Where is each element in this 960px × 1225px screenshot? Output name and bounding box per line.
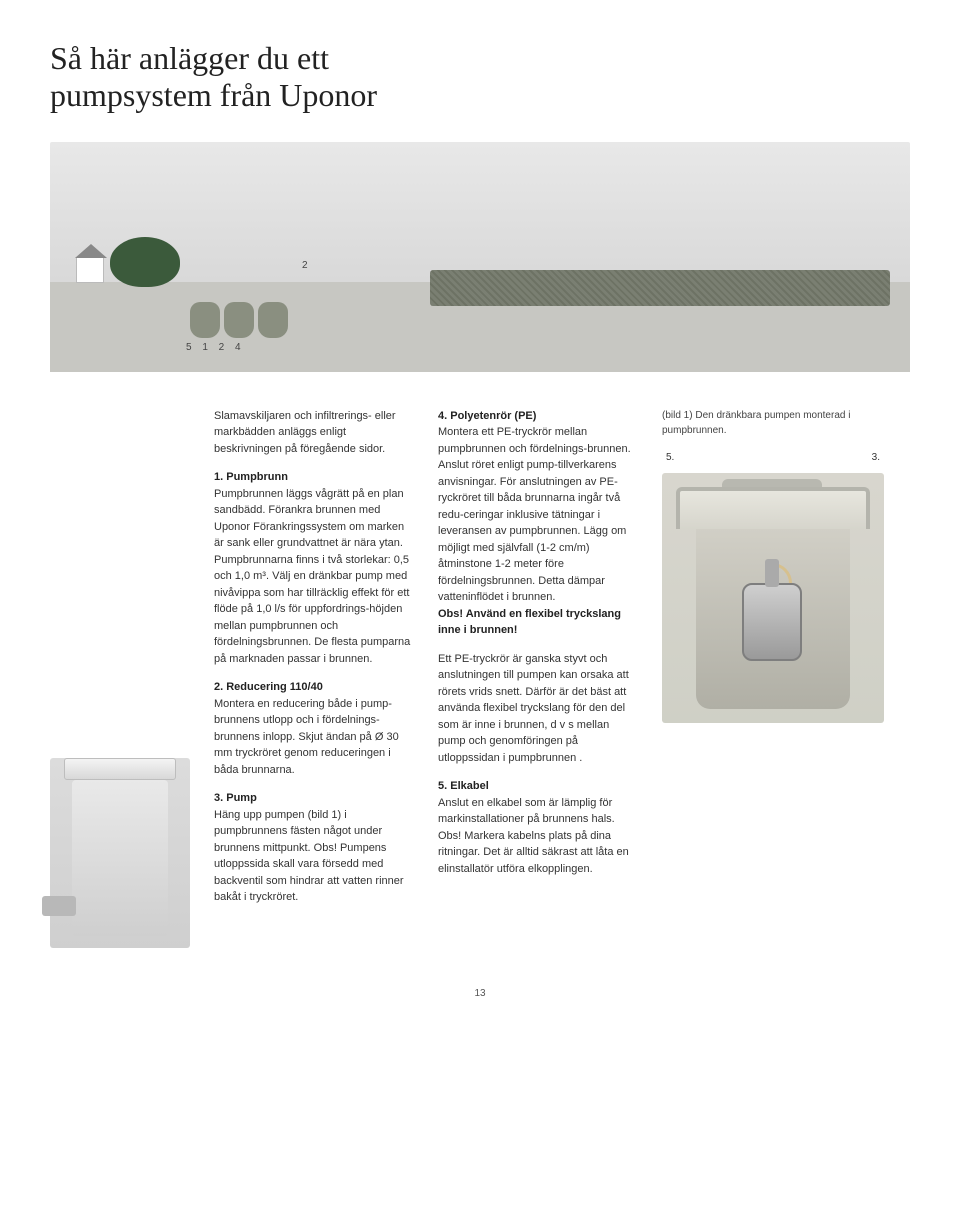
section-1: 1. Pumpbrunn Pumpbrunnen läggs vågrätt p… (214, 469, 414, 667)
section-4-body1: Montera ett PE-tryckrör mellan pumpbrunn… (438, 426, 631, 603)
pump-image-labels: 5. 3. (662, 450, 884, 465)
page-number: 13 (50, 988, 910, 999)
column-2: 4. Polyetenrör (PE) Montera ett PE-tryck… (438, 408, 638, 948)
section-4-bold: Obs! Använd en flexibel tryckslang inne … (438, 608, 621, 637)
title-line-2: pumpsystem från Uponor (50, 77, 377, 113)
reducer-closeup-image (50, 758, 190, 948)
intro-text: Slamavskiljaren och infiltrerings- eller… (214, 408, 414, 458)
section-1-head: 1. Pumpbrunn (214, 471, 288, 483)
body-columns: Slamavskiljaren och infiltrerings- eller… (50, 408, 910, 948)
section-4-head: 4. Polyetenrör (PE) (438, 410, 536, 422)
column-1: Slamavskiljaren och infiltrerings- eller… (214, 408, 414, 948)
section-5-head: 5. Elkabel (438, 780, 489, 792)
pump-label-right: 3. (872, 450, 880, 465)
pump-cutaway-image (662, 473, 884, 723)
section-1-body: Pumpbrunnen läggs vågrätt på en plan san… (214, 488, 410, 665)
gutter-column (50, 408, 190, 948)
system-diagram: 2 5 1 2 4 (50, 142, 910, 372)
section-2-head: 2. Reducering 110/40 (214, 681, 323, 693)
section-3: 3. Pump Häng upp pumpen (bild 1) i pumpb… (214, 790, 414, 906)
section-2: 2. Reducering 110/40 Montera en reduceri… (214, 679, 414, 778)
title-line-1: Så här anlägger du ett (50, 40, 329, 76)
pump-caption: (bild 1) Den dränkbara pumpen monterad i… (662, 408, 884, 438)
section-3-head: 3. Pump (214, 792, 257, 804)
section-5-body: Anslut en elkabel som är lämplig för mar… (438, 797, 629, 875)
section-2-body: Montera en reducering både i pump-brunne… (214, 698, 399, 776)
section-3-body: Häng upp pumpen (bild 1) i pumpbrunnens … (214, 809, 404, 904)
column-3: (bild 1) Den dränkbara pumpen monterad i… (662, 408, 884, 948)
diagram-label-bottom: 5 1 2 4 (186, 342, 245, 353)
diagram-label-2: 2 (302, 260, 308, 271)
page-title: Så här anlägger du ett pumpsystem från U… (50, 40, 910, 114)
section-4-body2: Ett PE-tryckrör är ganska styvt och ansl… (438, 651, 638, 767)
section-4-p1: 4. Polyetenrör (PE) Montera ett PE-tryck… (438, 408, 638, 639)
section-5: 5. Elkabel Anslut en elkabel som är lämp… (438, 778, 638, 877)
pump-label-left: 5. (666, 450, 674, 465)
